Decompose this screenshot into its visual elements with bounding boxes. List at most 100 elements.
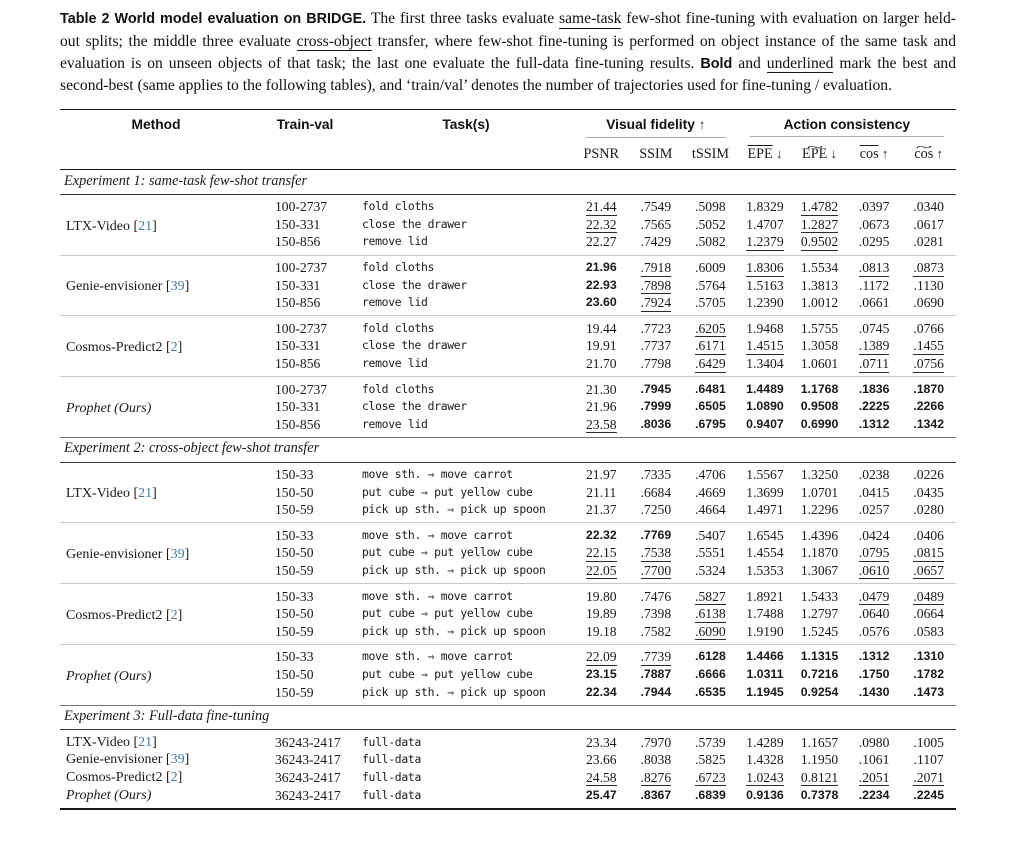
citation-link[interactable]: 39	[170, 752, 185, 768]
citation-link[interactable]: 21	[138, 734, 153, 750]
table-row: Cosmos-Predict2 [2] 150-33 move sth. ⇒ mov…	[60, 583, 956, 645]
group-header-visual-fidelity: Visual fidelity ↑	[574, 110, 738, 139]
second-best-value: .1455	[913, 338, 944, 355]
metric-value: .0980	[858, 734, 890, 750]
section-header-row: Experiment 3: Full-data fine-tuning	[60, 705, 956, 731]
second-best-value: 22.09	[585, 649, 617, 666]
metric-value-cell: 1.8329	[738, 194, 793, 216]
metric-value-cell: 21.37	[574, 501, 629, 524]
best-value: 1.4466	[746, 649, 784, 664]
metric-value-cell: .7582	[628, 622, 684, 645]
best-value: .2234	[858, 787, 890, 802]
task-cell: put cube ⇒ put yellow cube	[362, 545, 533, 560]
method-cell: Cosmos-Predict2 [2]	[60, 315, 252, 378]
metric-value-cell: .7944	[628, 683, 684, 706]
trainval-cell: 150-50	[275, 545, 314, 561]
metric-value-cell: .1061	[847, 751, 902, 769]
task-cell: move sth. ⇒ move carrot	[362, 467, 513, 481]
best-value: .6795	[695, 416, 726, 431]
metric-value-cell: .1836	[847, 377, 902, 399]
table-row: LTX-Video [21] 36243-2417 full-data 23.34 .7…	[60, 730, 956, 752]
table-row: 150-50 put cube ⇒ put yellow cube 19.89 .73…	[60, 605, 956, 623]
table-row: 150-856 remove lid 22.27 .7429 .5082 1.2379 0.…	[60, 233, 956, 256]
best-value: .7887	[640, 666, 672, 681]
trainval-cell: 100-2737	[275, 381, 328, 397]
metric-value: 1.5755	[800, 320, 839, 336]
metric-value-cell: 21.70	[574, 355, 629, 378]
best-value: 1.4489	[746, 381, 784, 396]
metric-value-cell: 1.1657	[792, 730, 847, 752]
metric-value-cell: 1.8306	[738, 255, 793, 277]
metric-value: .0238	[858, 467, 890, 482]
best-value: .1782	[913, 666, 945, 681]
table-row: Genie-envisioner [39] 36243-2417 full-data…	[60, 751, 956, 769]
metric-value: 1.5163	[746, 277, 784, 293]
table-row: 150-331 close the drawer 21.96 .7999 .6505 1.…	[60, 398, 956, 416]
metric-label: EPE	[802, 146, 827, 163]
task-cell: full-data	[362, 734, 422, 749]
citation-link[interactable]: 2	[170, 340, 178, 356]
citation-link[interactable]: 21	[138, 486, 153, 502]
metric-value-cell: .6205	[683, 316, 738, 338]
metric-value-cell: .0406	[901, 523, 956, 545]
metric-value-cell: 25.47	[574, 786, 629, 810]
metric-value-cell: .7898	[629, 277, 684, 295]
trainval-cell: 100-2737	[275, 320, 328, 336]
metric-value-cell: .0281	[901, 233, 956, 256]
metric-value-cell: .5825	[683, 751, 738, 769]
metric-value-cell: 1.4328	[738, 751, 793, 769]
metric-value-cell: .7429	[628, 233, 684, 256]
best-value: 0.9136	[746, 787, 784, 802]
caption-text: mark the best and second-best (same appl…	[60, 54, 956, 95]
second-best-value: .0489	[913, 588, 944, 606]
metric-value: 23.66	[585, 752, 617, 768]
metric-value-cell: .1473	[901, 683, 956, 706]
best-value: 0.9407	[746, 416, 784, 431]
best-value: .6505	[695, 399, 726, 414]
metric-value: .7798	[640, 356, 672, 372]
metric-label: EPE	[747, 146, 773, 163]
citation-link[interactable]: 2	[170, 607, 178, 623]
best-value: .7945	[640, 381, 672, 396]
best-value: 1.0311	[746, 666, 784, 681]
citation-link[interactable]: 21	[138, 218, 153, 234]
citation-link[interactable]: 39	[170, 547, 185, 563]
metric-value-cell: .6009	[683, 255, 738, 277]
metric-value-cell: 1.9190	[737, 622, 793, 645]
citation-link[interactable]: 39	[170, 279, 185, 295]
metric-value: .5764	[695, 277, 726, 293]
second-best-value: .7700	[640, 562, 672, 580]
metric-value: 1.4328	[746, 752, 784, 768]
metric-value-cell: 0.9508	[792, 398, 847, 416]
metric-value: .0640	[858, 606, 890, 622]
col-header-psnr: PSNR	[574, 138, 629, 171]
metric-value: 1.0701	[800, 484, 839, 500]
trainval-cell: 36243-2417	[275, 734, 341, 750]
metric-value-cell: .1312	[846, 415, 902, 438]
trainval-cell: 36243-2417	[252, 786, 358, 810]
metric-value-cell: .8367	[628, 786, 684, 810]
caption-text: and	[732, 54, 767, 72]
trainval-cell: 150-331	[275, 338, 321, 354]
up-arrow-icon: ↑	[933, 146, 944, 162]
metric-value: .1130	[913, 277, 944, 293]
metric-value-cell: 0.9502	[792, 233, 847, 256]
second-best-value: 1.8306	[746, 260, 784, 277]
metric-value: .5825	[695, 752, 726, 768]
metric-value: .0226	[913, 467, 944, 482]
metric-value-cell: .0257	[846, 501, 902, 524]
metric-value-cell: .6128	[683, 644, 738, 666]
table-row: Prophet (Ours) 36243-2417 full-data 25.47 .8…	[60, 786, 956, 810]
best-value: 22.34	[585, 684, 617, 699]
citation-link[interactable]: 2	[170, 769, 178, 785]
metric-value: 1.4554	[746, 545, 784, 561]
second-best-value: .7924	[640, 295, 672, 312]
trainval-cell: 150-331	[275, 399, 321, 415]
metric-value-cell: 23.58	[574, 415, 629, 438]
metric-value-cell: .6171	[683, 337, 738, 355]
metric-value-cell: .7918	[629, 255, 684, 277]
trainval-cell: 36243-2417	[275, 769, 341, 785]
second-best-value: .2051	[858, 769, 890, 787]
metric-value-cell: 19.89	[574, 605, 629, 623]
metric-value: .0583	[913, 623, 944, 639]
